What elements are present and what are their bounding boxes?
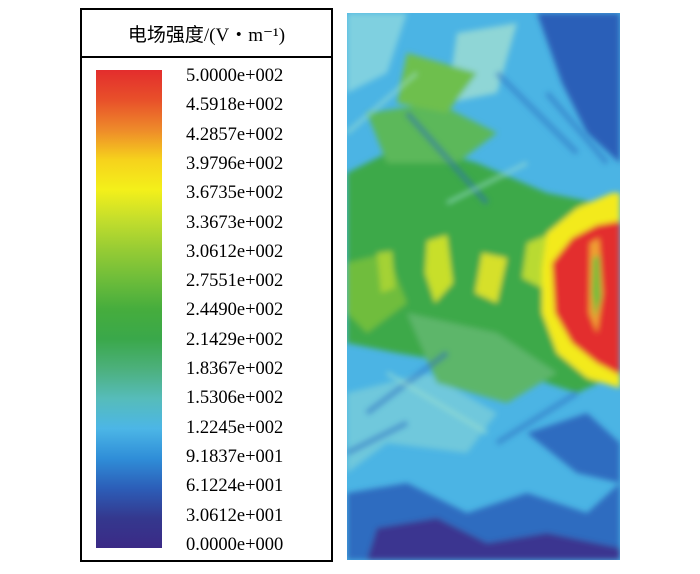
- low-field-region: [527, 413, 620, 483]
- tick-label: 1.8367e+002: [186, 359, 284, 379]
- tick-label: 1.5306e+002: [186, 388, 284, 409]
- electric-field-contour-map: [347, 13, 620, 560]
- tick-label: 2.4490e+002: [186, 300, 284, 321]
- tick-label: 3.6735e+002: [186, 183, 284, 204]
- color-scale-bar: [96, 70, 162, 548]
- tick-label: 9.1837e+001: [186, 446, 284, 467]
- tick-label: 3.9796e+002: [186, 153, 284, 174]
- legend-title: 电场强度/(V・m⁻¹): [82, 10, 331, 58]
- tick-label: 0.0000e+000: [186, 534, 284, 555]
- green-field-band: [407, 313, 557, 403]
- tick-label: 5.0000e+002: [186, 66, 284, 86]
- colorbar-legend: 电场强度/(V・m⁻¹) 5.0000e+002 4.5918e+002 4.285…: [80, 8, 333, 562]
- tick-label: 3.3673e+002: [186, 212, 284, 233]
- tick-label: 3.0612e+001: [186, 505, 284, 526]
- tick-label: 3.0612e+002: [186, 241, 284, 262]
- tick-label: 6.1224e+001: [186, 476, 284, 497]
- inner-green-core: [592, 255, 601, 318]
- green-field-band: [397, 53, 477, 113]
- low-field-region: [367, 518, 620, 560]
- green-field-band: [367, 103, 497, 163]
- high-field-red-zone: [552, 221, 620, 375]
- mid-field-band: [347, 13, 407, 93]
- yellow-streak: [377, 251, 395, 293]
- yellow-streak: [475, 253, 507, 303]
- tick-label: 4.2857e+002: [186, 124, 284, 145]
- tick-label: 2.1429e+002: [186, 329, 284, 350]
- tick-label: 4.5918e+002: [186, 95, 284, 116]
- low-field-region: [537, 13, 620, 163]
- tick-label: 2.7551e+002: [186, 271, 284, 292]
- tick-label: 1.2245e+002: [186, 417, 284, 438]
- yellow-streak: [425, 235, 453, 303]
